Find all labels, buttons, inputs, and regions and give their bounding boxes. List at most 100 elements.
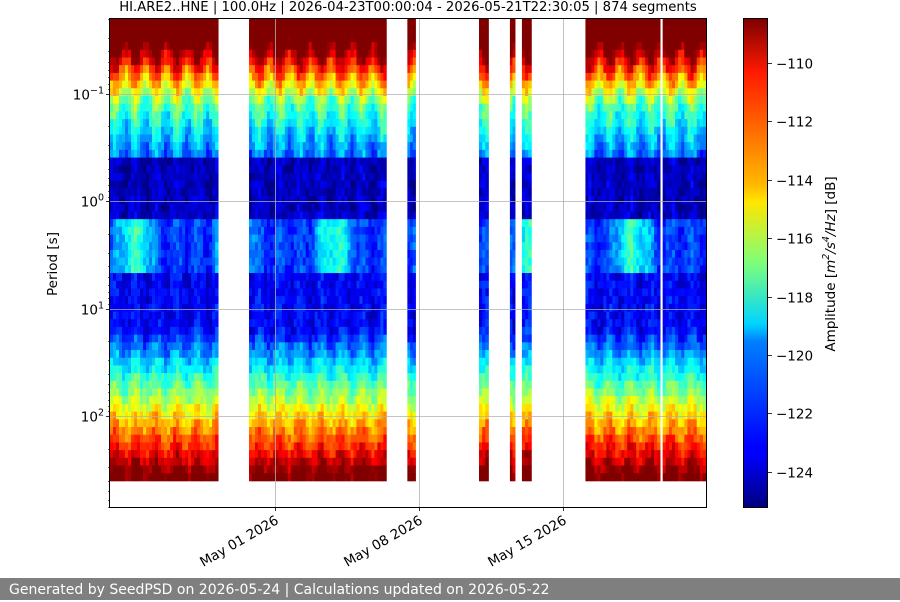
spectrogram-cell: [149, 149, 153, 158]
spectrogram-cell: [164, 149, 168, 158]
spectrogram-cell: [173, 296, 177, 305]
spectrogram-cell: [365, 34, 369, 43]
spectrogram-cell: [332, 450, 336, 459]
spectrogram-cell: [341, 188, 345, 197]
spectrogram-cell: [182, 103, 186, 112]
spectrogram-cell: [287, 434, 292, 443]
spectrogram-cell: [249, 442, 253, 451]
spectrogram-cell: [362, 134, 366, 143]
spectrogram-cell: [332, 19, 336, 28]
spectrogram-cell: [284, 427, 289, 436]
spectrogram-cell: [131, 26, 135, 35]
spectrogram-cell: [143, 396, 147, 405]
spectrogram-cell: [299, 157, 304, 166]
spectrogram-cell: [128, 380, 132, 389]
spectrogram-cell: [188, 450, 192, 459]
spectrogram-cell: [158, 126, 162, 135]
spectrogram-cell: [161, 211, 165, 220]
spectrogram-cell: [140, 273, 144, 282]
spectrogram-cell: [146, 165, 150, 174]
spectrogram-cell: [143, 465, 147, 474]
spectrogram-cell: [185, 280, 189, 289]
spectrogram-cell: [143, 88, 147, 97]
spectrogram-cell: [179, 103, 183, 112]
spectrogram-cell: [209, 34, 213, 43]
spectrogram-cell: [203, 157, 207, 166]
spectrogram-cell: [191, 57, 195, 66]
spectrogram-cell: [158, 442, 162, 451]
spectrogram-cell: [191, 42, 195, 51]
spectrogram-cell: [125, 265, 129, 274]
spectrogram-cell: [314, 234, 319, 243]
spectrogram-cell: [252, 419, 256, 428]
spectrogram-cell: [167, 65, 171, 74]
spectrogram-cell: [374, 49, 378, 58]
spectrogram-cell: [212, 88, 216, 97]
spectrogram-cell: [122, 280, 126, 289]
spectrogram-cell: [170, 134, 174, 143]
spectrogram-cell: [323, 249, 328, 259]
spectrogram-cell: [185, 249, 189, 259]
spectrogram-cell: [188, 380, 192, 389]
spectrogram-cell: [359, 326, 363, 336]
spectrogram-cell: [338, 203, 342, 212]
spectrogram-cell: [326, 311, 331, 320]
spectrogram-cell: [146, 26, 150, 35]
spectrogram-cell: [314, 249, 319, 259]
spectrogram-cell: [260, 411, 265, 420]
spectrogram-cell: [281, 119, 286, 128]
spectrogram-cell: [353, 311, 357, 320]
spectrogram-cell: [269, 388, 274, 397]
spectrogram-cell: [194, 80, 198, 89]
spectrogram-cell: [164, 319, 168, 328]
spectrogram-cell: [329, 403, 333, 413]
spectrogram-cell: [252, 188, 256, 197]
spectrogram-cell: [179, 111, 183, 120]
spectrogram-cell: [347, 119, 351, 128]
spectrogram-cell: [164, 80, 168, 89]
spectrogram-cell: [137, 388, 141, 397]
spectrogram-cell: [311, 103, 316, 112]
spectrogram-cell: [410, 65, 414, 74]
spectrogram-cell: [252, 88, 256, 97]
spectrogram-cell: [209, 126, 213, 135]
spectrogram-cell: [146, 265, 150, 274]
spectrogram-cell: [143, 219, 147, 228]
spectrogram-cell: [338, 288, 342, 297]
spectrogram-cell: [263, 49, 268, 58]
spectrogram-cell: [116, 273, 120, 282]
spectrogram-cell: [182, 80, 186, 89]
spectrogram-cell: [305, 111, 310, 120]
spectrogram-cell: [260, 42, 265, 51]
spectrogram-cell: [125, 65, 129, 74]
spectrogram-cell: [296, 388, 301, 397]
spectrogram-cell: [215, 19, 219, 28]
spectrogram-cell: [125, 473, 129, 482]
spectrogram-cell: [320, 203, 325, 212]
spectrogram-cell: [185, 19, 189, 28]
spectrogram-cell: [140, 65, 144, 74]
spectrogram-cell: [362, 265, 366, 274]
spectrogram-cell: [260, 419, 265, 428]
spectrogram-cell: [365, 403, 369, 413]
spectrogram-cell: [287, 342, 292, 351]
spectrogram-cell: [347, 211, 351, 220]
spectrogram-cell: [167, 57, 171, 66]
spectrogram-cell: [278, 103, 283, 112]
spectrogram-cell: [302, 57, 307, 66]
spectrogram-cell: [134, 211, 138, 220]
spectrogram-cell: [149, 142, 153, 151]
spectrogram-cell: [272, 419, 277, 428]
spectrogram-cell: [197, 342, 201, 351]
spectrogram-cell: [266, 103, 271, 112]
spectrogram-cell: [161, 257, 165, 266]
spectrogram-cell: [374, 57, 378, 66]
spectrogram-cell: [249, 165, 253, 174]
spectrogram-cell: [134, 350, 138, 359]
spectrogram-cell: [344, 257, 348, 266]
spectrogram-cell: [335, 280, 339, 289]
spectrogram-cell: [254, 103, 259, 112]
spectrogram-cell: [149, 80, 153, 89]
spectrogram-cell: [314, 103, 319, 112]
spectrogram-cell: [146, 288, 150, 297]
